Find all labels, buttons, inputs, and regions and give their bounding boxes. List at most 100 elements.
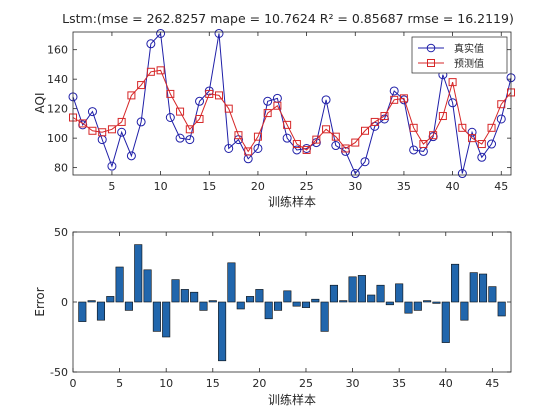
chart1-xlabel: 训练样本	[268, 194, 316, 209]
error-bar	[479, 273, 488, 303]
chart1-ytick-label: 80	[54, 162, 68, 175]
point-actual	[292, 145, 302, 155]
point-predicted	[176, 107, 185, 116]
error-bar	[255, 289, 264, 303]
point-actual	[224, 143, 234, 153]
point-predicted	[224, 104, 233, 113]
chart2-ytick-label: -50	[50, 366, 68, 379]
error-bar	[404, 301, 413, 314]
error-bar	[413, 301, 422, 311]
point-actual	[126, 151, 136, 161]
error-bar	[106, 296, 115, 303]
point-actual	[457, 169, 467, 179]
chart2-ytick-label: 0	[61, 296, 68, 309]
chart2-xtick-label: 20	[252, 377, 266, 390]
point-actual	[175, 133, 185, 143]
chart1-xtick-label: 5	[108, 180, 115, 193]
error-bar	[348, 276, 357, 303]
error-bar	[376, 284, 385, 303]
point-predicted	[497, 100, 506, 109]
point-actual	[195, 96, 205, 106]
point-actual	[214, 28, 224, 38]
error-bar	[87, 300, 96, 303]
point-predicted	[487, 123, 496, 132]
legend-marker-actual	[426, 43, 436, 53]
point-predicted	[312, 135, 321, 144]
error-bar	[273, 301, 283, 311]
point-actual	[282, 133, 292, 143]
point-predicted	[117, 117, 126, 126]
point-predicted	[263, 109, 272, 118]
chart1-xtick-label: 45	[494, 180, 508, 193]
chart1-legend: 真实值 预测值	[411, 36, 508, 74]
chart1-xtick-label: 40	[446, 180, 460, 193]
point-predicted	[370, 117, 379, 126]
error-bar	[115, 266, 124, 303]
series-line-actual	[72, 32, 512, 175]
chart2-xtick-label: 25	[299, 377, 313, 390]
error-bar	[451, 263, 460, 303]
error-bar	[208, 300, 217, 303]
error-bar	[329, 284, 338, 303]
error-bar	[311, 298, 320, 303]
error-bar	[385, 301, 394, 306]
chart2-ylabel: Error	[33, 287, 47, 316]
point-actual	[467, 127, 477, 137]
chart2-ytick-label: 50	[54, 226, 68, 239]
error-bar	[441, 301, 450, 343]
error-bar	[96, 301, 105, 321]
point-actual	[331, 141, 341, 151]
point-actual	[87, 107, 97, 117]
chart2-xtick-label: 10	[159, 377, 173, 390]
point-actual	[107, 161, 117, 171]
point-predicted	[244, 147, 253, 156]
point-predicted	[98, 128, 107, 137]
chart1-ylabel: AQI	[33, 93, 47, 114]
chart1-frame	[72, 31, 512, 176]
point-predicted	[205, 89, 214, 98]
chart1-xtick-label: 20	[251, 180, 265, 193]
error-bar	[199, 301, 208, 311]
point-predicted	[409, 123, 418, 132]
error-bar	[134, 244, 143, 303]
point-predicted	[166, 89, 175, 98]
chart2-xtick-label: 40	[439, 377, 453, 390]
chart2-xtick-label: 5	[116, 377, 123, 390]
point-predicted	[107, 125, 116, 134]
point-predicted	[380, 112, 389, 121]
point-predicted	[273, 101, 282, 110]
point-actual	[477, 152, 487, 162]
point-predicted	[419, 140, 428, 149]
chart2-xtick-label: 35	[392, 377, 406, 390]
chart1-ytick-label: 100	[47, 132, 68, 145]
point-actual	[146, 39, 156, 49]
point-actual	[253, 143, 263, 153]
error-bar	[78, 301, 87, 322]
point-actual	[487, 139, 497, 149]
point-predicted	[331, 132, 340, 141]
point-predicted	[322, 125, 331, 134]
chart2-xtick-label: 45	[485, 377, 499, 390]
point-predicted	[390, 95, 399, 104]
chart1-xtick-label: 35	[397, 180, 411, 193]
point-predicted	[88, 126, 97, 135]
error-bar	[357, 275, 366, 303]
point-predicted	[351, 138, 360, 147]
chart1-xtick-label: 15	[202, 180, 216, 193]
error-bar	[218, 301, 227, 362]
error-bar	[171, 279, 180, 303]
chart2-xtick-label: 0	[70, 377, 77, 390]
point-predicted	[468, 134, 477, 143]
point-actual	[409, 145, 419, 155]
error-bar	[432, 301, 441, 304]
chart1-xtick-label: 10	[154, 180, 168, 193]
point-predicted	[127, 91, 136, 100]
chart1-series	[68, 28, 516, 179]
point-predicted	[234, 131, 243, 140]
error-bar	[367, 294, 376, 303]
point-actual	[496, 114, 506, 124]
chart1-xtick-label: 25	[300, 180, 314, 193]
error-bar	[301, 301, 311, 308]
point-predicted	[253, 132, 262, 141]
